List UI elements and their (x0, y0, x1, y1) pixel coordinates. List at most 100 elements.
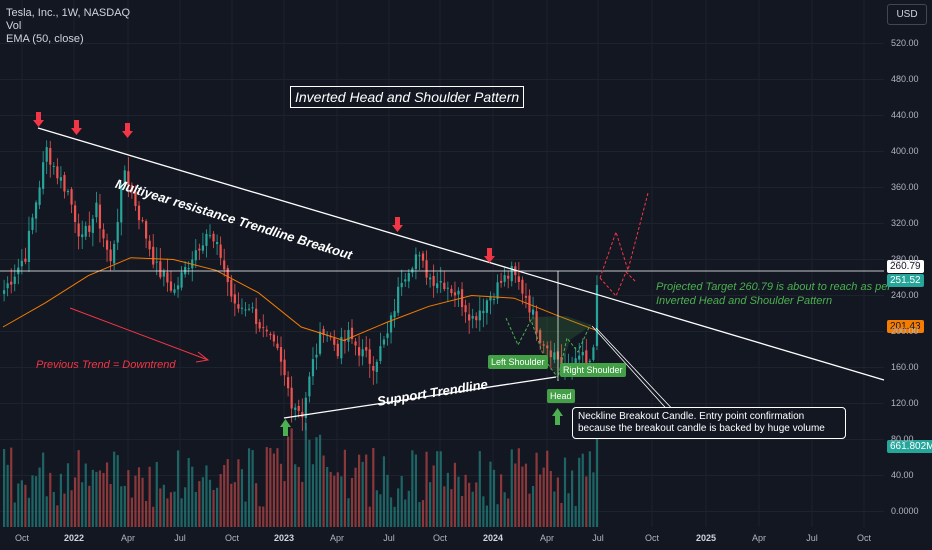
candle-body (127, 171, 130, 186)
volume-bar (279, 463, 283, 527)
projected-line-2: Inverted Head and Shoulder Pattern (656, 295, 833, 307)
candle-body (468, 314, 471, 321)
x-tick-label: 2022 (63, 533, 85, 543)
neckline-pointer-2 (595, 327, 679, 416)
volume-bar (375, 490, 378, 527)
down-arrow-3 (122, 123, 133, 138)
y-tick-label: 120.00 (891, 397, 919, 408)
candle-body (269, 333, 272, 336)
candle-body (311, 359, 315, 377)
volume-bar (294, 464, 297, 527)
candle-body (457, 290, 460, 295)
volume-bar (191, 466, 194, 527)
volume-bar (318, 434, 322, 527)
candle-body (507, 275, 510, 279)
candle-body (482, 310, 485, 314)
candle-body (333, 338, 336, 345)
volume-bar (460, 496, 464, 527)
volume-bar (322, 455, 325, 527)
volume-bar (109, 483, 112, 527)
candle-body (20, 260, 23, 267)
candle-body (262, 327, 265, 329)
candle-body (244, 309, 247, 311)
volume-bar (571, 470, 574, 527)
candle-body (230, 279, 233, 297)
volume-bar (219, 474, 222, 527)
volume-bar (49, 472, 52, 527)
previous-trend-arrow (69, 307, 209, 361)
volume-bar (414, 454, 417, 527)
candle-body (446, 287, 449, 289)
volume-bar (581, 453, 584, 527)
volume-bar (269, 448, 272, 527)
y-tick-label: 160.00 (891, 361, 919, 372)
volume-bar (400, 476, 403, 527)
volume-bar (31, 475, 34, 527)
candle-body (510, 266, 513, 282)
x-tick-label: 2025 (695, 533, 717, 543)
candle-body (223, 260, 226, 270)
volume-bar (492, 469, 496, 527)
volume-bar (407, 490, 410, 527)
volume-bar (517, 448, 520, 527)
volume-bar (521, 466, 524, 527)
volume-bar (187, 457, 190, 527)
candle-body (31, 217, 34, 230)
volume-bar (77, 450, 80, 527)
volume-bar (272, 453, 275, 527)
volume-bar (411, 450, 414, 527)
volume-bar (311, 464, 315, 527)
candle-body (42, 162, 45, 189)
right-shoulder-label: Right Shoulder (560, 363, 626, 377)
candle-body (49, 147, 52, 165)
candle-body (301, 411, 304, 418)
projection-path-1 (599, 192, 649, 279)
currency-button[interactable]: USD (887, 4, 927, 25)
volume-bar (450, 489, 453, 527)
candle-body (560, 357, 563, 365)
x-tick-label: Jul (174, 533, 186, 543)
candle-body (77, 223, 80, 237)
candle-body (173, 289, 176, 293)
candle-body (393, 311, 396, 318)
volume-bar (510, 449, 513, 527)
volume-bar (127, 470, 130, 527)
candle-body (52, 165, 55, 167)
volume-bar (389, 497, 393, 527)
volume-bar (418, 502, 421, 527)
neckline-pointer-1 (591, 325, 673, 416)
volume-bar (446, 472, 449, 527)
candle-body (81, 234, 84, 238)
volume-bar (531, 485, 535, 527)
candle-body (503, 275, 506, 282)
candle-body (588, 360, 591, 363)
volume-bar (20, 480, 23, 527)
pattern-fill (506, 316, 592, 378)
volume-bar (404, 499, 407, 527)
volume-bar (201, 477, 204, 527)
candle-body (439, 281, 442, 283)
candle-body (102, 229, 105, 239)
candle-body (201, 245, 204, 251)
previous-trend-arrowhead (195, 351, 210, 363)
volume-bar (567, 493, 570, 527)
candle-body (38, 187, 41, 205)
volume-bar (453, 462, 457, 527)
candle-body (517, 276, 520, 282)
volume-bar (208, 479, 212, 527)
symbol-label: Tesla, Inc., 1W, NASDAQ (6, 7, 131, 19)
candle-body (553, 352, 556, 360)
volume-bar (237, 459, 240, 527)
candle-body (141, 220, 144, 222)
volume-bar (13, 502, 16, 527)
y-tick-label: 320.00 (891, 217, 919, 228)
volume-bar (123, 485, 126, 527)
candle-body (219, 244, 222, 258)
support-trendline (283, 376, 557, 419)
volume-bar (38, 467, 41, 527)
volume-bar (503, 492, 506, 527)
volume-bar (24, 484, 27, 527)
candle-body (63, 175, 66, 192)
ema-label: EMA (50, close) (6, 33, 84, 45)
